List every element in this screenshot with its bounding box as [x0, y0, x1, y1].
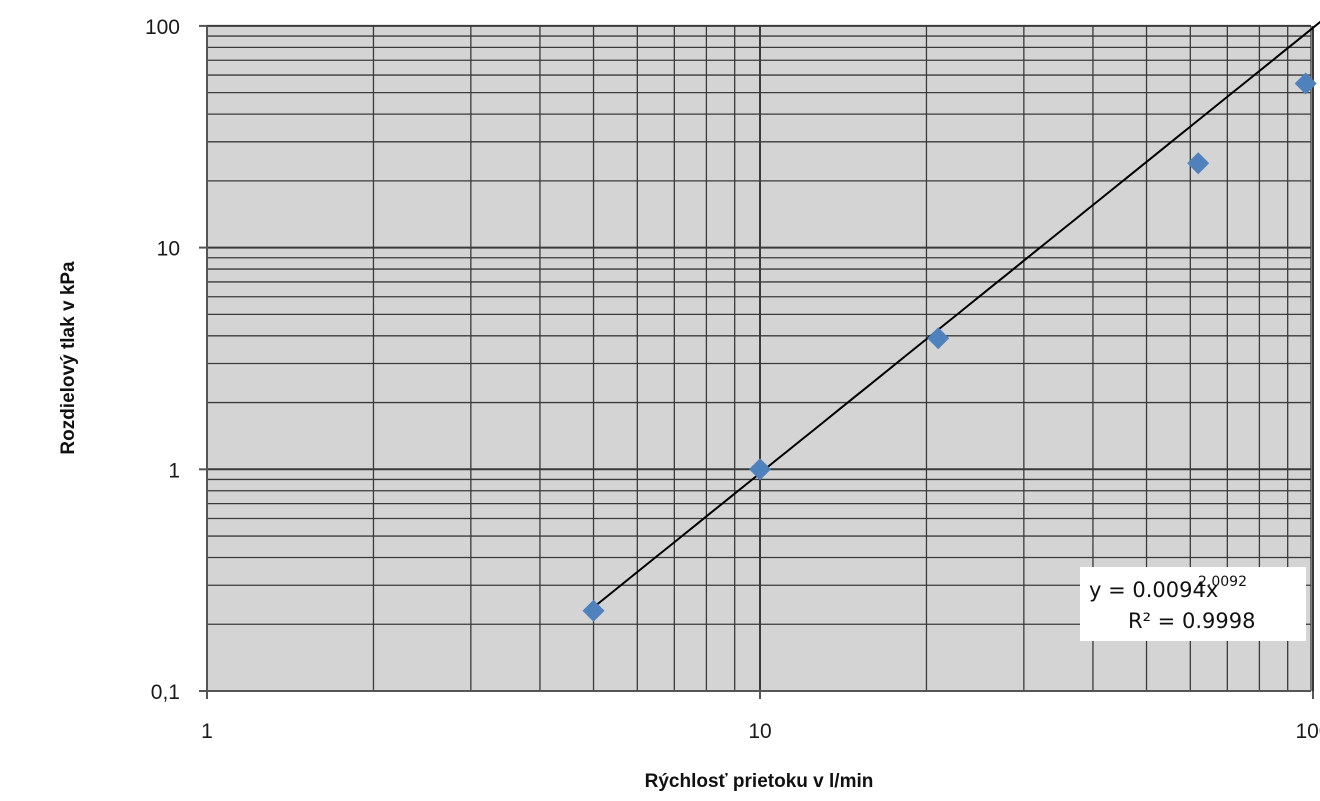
data-point	[927, 327, 950, 350]
y-tick-label: 1	[168, 459, 180, 482]
y-axis-ticks: 0,1 1 10 100	[145, 16, 207, 704]
data-point	[1294, 72, 1317, 95]
trendline-equation-base: y = 0.0094x	[1089, 578, 1218, 602]
trendline-r-squared: R² = 0.9998	[1128, 609, 1255, 633]
trendline	[592, 20, 1320, 609]
data-point	[749, 458, 771, 481]
x-tick-label: 10	[748, 720, 771, 743]
data-point	[582, 599, 605, 622]
y-tick-label: 10	[157, 238, 180, 261]
trendline-equation-exponent: 2.0092	[1198, 574, 1247, 590]
x-axis-ticks: 1 10 100	[201, 691, 1320, 743]
y-axis-title: Rozdielový tlak v kPa	[58, 261, 79, 455]
trendline-equation-box: y = 0.0094x 2.0092 R² = 0.9998	[1080, 567, 1306, 641]
x-tick-label: 1	[201, 720, 213, 743]
y-tick-label: 0,1	[151, 681, 180, 704]
y-tick-label: 100	[145, 16, 180, 39]
data-point	[1187, 152, 1210, 175]
data-points	[582, 72, 1317, 622]
x-tick-label: 100	[1295, 720, 1320, 743]
x-axis-title: Rýchlosť prietoku v l/min	[645, 771, 874, 792]
